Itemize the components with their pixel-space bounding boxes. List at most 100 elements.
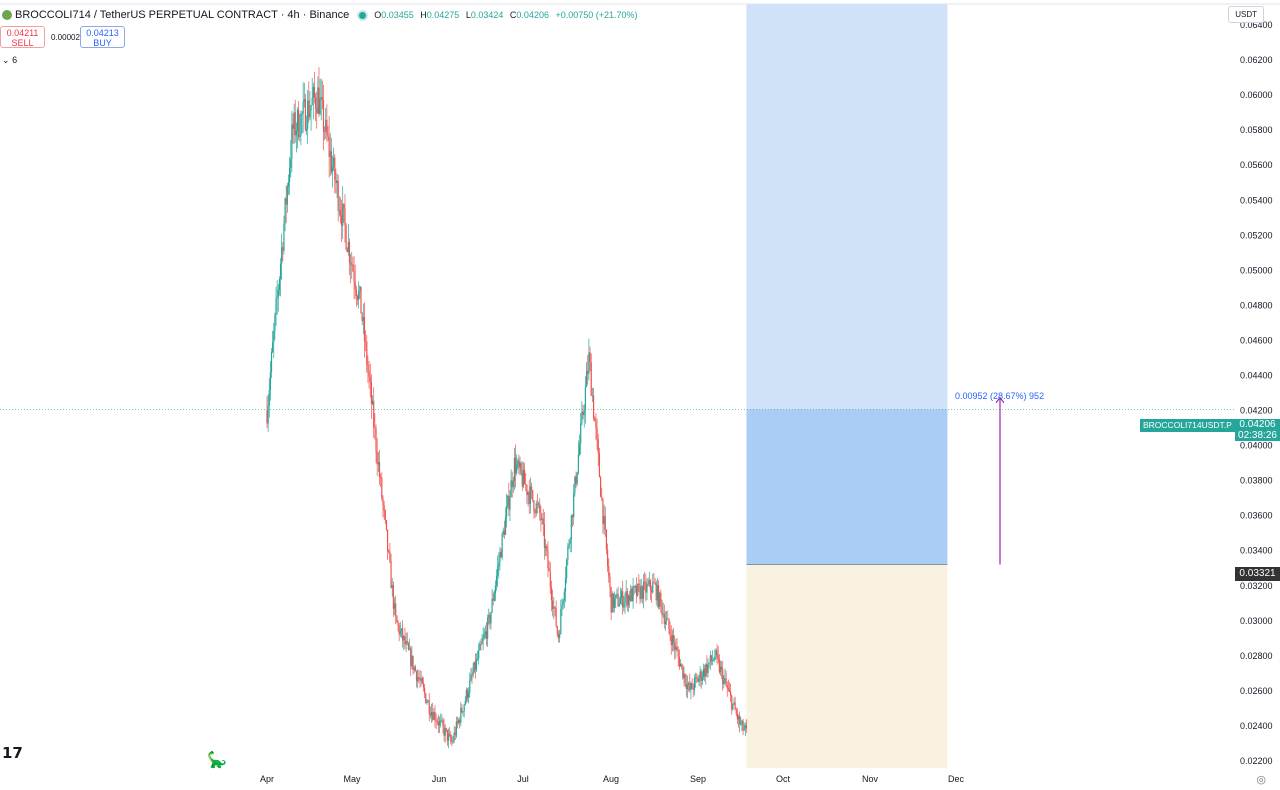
candle-body xyxy=(326,119,328,135)
currency-unit-button[interactable]: USDT xyxy=(1228,6,1264,23)
sell-button[interactable]: 0.04211 SELL xyxy=(0,26,45,48)
candle-body xyxy=(583,410,585,416)
buy-button[interactable]: 0.04213 BUY xyxy=(80,26,125,48)
candle-body xyxy=(494,585,497,594)
candle-body xyxy=(674,642,676,650)
symbol-title[interactable]: BROCCOLI714 / TetherUS PERPETUAL CONTRAC… xyxy=(15,9,350,21)
candle-body xyxy=(563,591,565,601)
candle-body xyxy=(533,500,535,512)
candle-body xyxy=(485,631,488,639)
candle-body xyxy=(338,210,340,212)
candle-body xyxy=(547,550,549,569)
candle-body xyxy=(585,370,588,388)
last-price-tag: 0.04206 02:38:26 xyxy=(1235,419,1280,441)
candle-body xyxy=(268,390,270,406)
candle-body xyxy=(615,594,617,599)
candle-body xyxy=(290,158,292,168)
candle-body xyxy=(299,135,301,137)
candle-body xyxy=(683,673,685,678)
candle-body xyxy=(713,659,715,661)
candle-body xyxy=(434,711,436,721)
candle-body xyxy=(309,110,311,118)
candle-body xyxy=(483,634,485,638)
candle-body xyxy=(330,151,333,172)
candle-body xyxy=(623,602,625,608)
price-tick-label: 0.05200 xyxy=(1240,230,1273,240)
candle-body xyxy=(286,186,288,205)
candle-body xyxy=(410,648,412,667)
candle-body xyxy=(425,693,427,703)
tradingview-logo-icon[interactable]: 𝟭𝟳 xyxy=(2,745,23,762)
candle-body xyxy=(376,451,378,465)
candle-body xyxy=(445,728,447,730)
candle-body xyxy=(476,658,479,660)
candle-body xyxy=(404,636,406,645)
candle-body xyxy=(546,546,548,551)
candle-body xyxy=(645,581,647,593)
candle-body xyxy=(304,99,307,131)
candle-body xyxy=(598,453,601,478)
candle-body xyxy=(378,462,381,478)
settings-icon[interactable]: ◎ xyxy=(1256,774,1266,786)
candle-body xyxy=(406,641,408,644)
candle-body xyxy=(291,124,293,159)
candle-body xyxy=(292,124,294,129)
price-tick-label: 0.02200 xyxy=(1240,756,1273,766)
candle-body xyxy=(634,586,637,588)
candle-body xyxy=(502,530,504,534)
candle-body xyxy=(517,460,519,465)
candle-body xyxy=(347,241,349,253)
candle-body xyxy=(707,663,709,673)
candle-body xyxy=(679,663,682,667)
candle-body xyxy=(320,97,322,99)
candle-body xyxy=(506,505,508,518)
candle-body xyxy=(407,643,410,650)
candle-body xyxy=(267,405,269,424)
candle-body xyxy=(285,198,287,205)
candle-body xyxy=(599,477,602,497)
replay-dino-icon[interactable]: 🦕 xyxy=(207,752,227,769)
candle-body xyxy=(266,410,268,424)
candle-body xyxy=(273,330,275,343)
candle-body xyxy=(500,551,502,558)
candle-body xyxy=(325,119,327,132)
candle-body xyxy=(602,498,604,525)
candle-body xyxy=(471,674,473,676)
candle-body xyxy=(532,489,534,501)
candle-body xyxy=(274,314,276,331)
spread-value: 0.00002 xyxy=(51,33,80,42)
candle-body xyxy=(594,417,596,422)
candle-body xyxy=(580,423,582,444)
price-axis[interactable]: 0.06400 0.06200 0.06000 0.05800 0.05600 0.054… xyxy=(1240,20,1273,766)
candle-body xyxy=(318,87,320,115)
candle-body xyxy=(507,495,509,506)
candle-body xyxy=(629,595,631,601)
candle-body xyxy=(739,715,741,725)
candle-body xyxy=(436,721,438,723)
candle-body xyxy=(553,606,555,609)
candle-body xyxy=(632,586,634,602)
candle-body xyxy=(397,622,399,626)
candle-body xyxy=(411,655,413,667)
candle-body xyxy=(449,733,451,736)
candle-body xyxy=(635,586,638,596)
candle-body xyxy=(627,595,630,606)
candle-body xyxy=(727,688,729,690)
candle-body xyxy=(576,472,578,484)
candle-body xyxy=(473,661,475,673)
candle-body xyxy=(540,512,542,521)
change-readout: +0.00750 (+21.70%) xyxy=(555,10,638,20)
candle-body xyxy=(380,477,382,478)
candle-body xyxy=(307,100,309,129)
candle-body xyxy=(624,597,626,603)
candle-body xyxy=(314,97,317,109)
chart-header: BROCCOLI714 / TetherUS PERPETUAL CONTRAC… xyxy=(0,0,642,30)
candle-body xyxy=(324,131,326,133)
drawing-zones xyxy=(746,4,948,768)
candle-body xyxy=(744,725,746,730)
candle-body xyxy=(692,688,694,690)
indicators-toggle[interactable]: ⌄ 6 xyxy=(2,55,18,65)
candle-body xyxy=(641,586,643,599)
time-axis[interactable]: Apr May Jun Jul Aug Sep Oct Nov Dec xyxy=(0,3,1280,784)
